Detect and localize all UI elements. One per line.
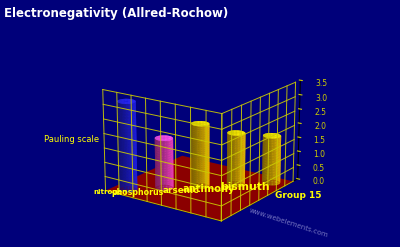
Text: Electronegativity (Allred-Rochow): Electronegativity (Allred-Rochow) <box>4 7 228 21</box>
Text: www.webelements.com: www.webelements.com <box>248 207 328 238</box>
